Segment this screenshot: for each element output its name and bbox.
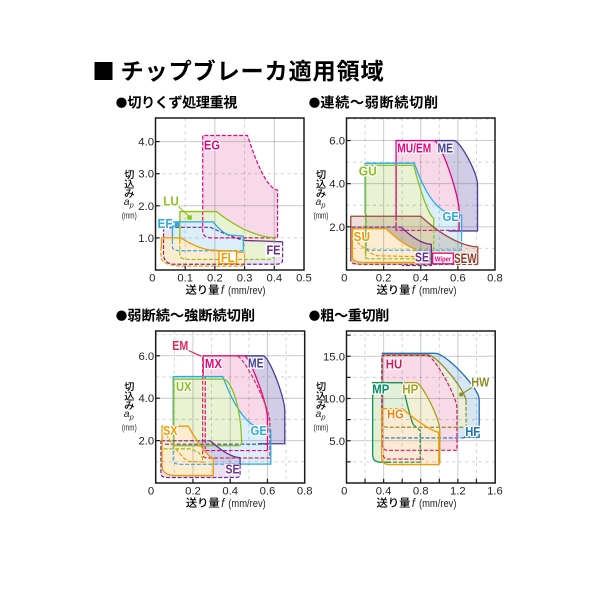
svg-text:ap: ap: [315, 196, 325, 210]
svg-text:MP: MP: [372, 382, 389, 397]
svg-text:ME: ME: [438, 141, 454, 156]
svg-text:0: 0: [149, 273, 155, 285]
svg-text:0: 0: [341, 273, 347, 285]
svg-text:Wiper: Wiper: [435, 254, 452, 263]
svg-text:EG: EG: [204, 138, 220, 153]
svg-text:SEW: SEW: [454, 251, 477, 266]
svg-text:0.2: 0.2: [376, 273, 392, 285]
svg-text:0.4: 0.4: [376, 486, 392, 498]
svg-text:6.0: 6.0: [138, 351, 154, 363]
svg-text:f: f: [221, 498, 226, 510]
svg-text:15.0: 15.0: [323, 351, 345, 363]
svg-text:4.0: 4.0: [329, 179, 345, 191]
svg-text:(mm/rev): (mm/rev): [419, 498, 457, 510]
svg-text:f: f: [412, 285, 417, 297]
svg-text:SE: SE: [226, 462, 240, 477]
svg-text:3.0: 3.0: [138, 169, 154, 181]
svg-text:UX: UX: [176, 379, 192, 394]
svg-text:0: 0: [148, 486, 154, 498]
svg-text:2.0: 2.0: [329, 222, 345, 234]
svg-text:(mm/rev): (mm/rev): [419, 285, 457, 297]
svg-text:HW: HW: [471, 375, 490, 390]
svg-text:HF: HF: [465, 424, 480, 439]
svg-text:f: f: [221, 285, 226, 297]
svg-text:f: f: [412, 498, 417, 510]
svg-text:GE: GE: [443, 209, 460, 224]
svg-text:2.0: 2.0: [138, 436, 154, 448]
svg-text:0.6: 0.6: [450, 273, 466, 285]
svg-text:(mm/rev): (mm/rev): [228, 285, 266, 297]
svg-text:0.6: 0.6: [260, 486, 276, 498]
svg-text:SE: SE: [415, 249, 429, 264]
svg-text:(mm): (mm): [314, 211, 329, 221]
svg-text:4.0: 4.0: [138, 393, 154, 405]
svg-text:0.2: 0.2: [207, 273, 223, 285]
svg-text:ap: ap: [315, 408, 325, 422]
svg-text:ME: ME: [248, 355, 264, 370]
svg-text:0.2: 0.2: [185, 486, 201, 498]
svg-text:1.2: 1.2: [450, 486, 466, 498]
svg-text:0.8: 0.8: [297, 486, 313, 498]
svg-text:5.0: 5.0: [329, 436, 345, 448]
svg-text:0.1: 0.1: [177, 273, 193, 285]
svg-text:0.8: 0.8: [413, 486, 429, 498]
svg-text:0.4: 0.4: [222, 486, 238, 498]
svg-text:FL: FL: [221, 250, 235, 265]
svg-text:LU: LU: [163, 194, 179, 209]
svg-text:0.4: 0.4: [413, 273, 429, 285]
svg-text:(mm): (mm): [314, 423, 329, 433]
svg-text:0.5: 0.5: [296, 273, 312, 285]
svg-text:4.0: 4.0: [138, 137, 154, 149]
svg-text:0.8: 0.8: [487, 273, 503, 285]
svg-text:ap: ap: [124, 196, 134, 210]
svg-text:HG: HG: [387, 407, 404, 422]
svg-text:MX: MX: [205, 356, 222, 371]
svg-text:EM: EM: [172, 338, 188, 353]
svg-text:2.0: 2.0: [138, 201, 154, 213]
svg-text:10.0: 10.0: [323, 394, 345, 406]
svg-text:(mm): (mm): [122, 211, 137, 221]
svg-text:ap: ap: [124, 408, 134, 422]
svg-text:0: 0: [341, 486, 347, 498]
svg-text:GU: GU: [359, 164, 377, 179]
svg-text:HP: HP: [402, 382, 418, 397]
svg-text:1.0: 1.0: [138, 233, 154, 245]
svg-text:1.6: 1.6: [487, 486, 503, 498]
svg-text:6.0: 6.0: [329, 136, 345, 148]
svg-text:0.4: 0.4: [266, 273, 282, 285]
svg-text:EF: EF: [158, 216, 173, 231]
svg-text:MU/EM: MU/EM: [397, 141, 431, 156]
svg-text:FE: FE: [267, 243, 281, 258]
svg-text:SU: SU: [354, 229, 371, 244]
svg-text:(mm/rev): (mm/rev): [228, 498, 265, 510]
svg-text:0.3: 0.3: [237, 273, 253, 285]
svg-text:SX: SX: [163, 423, 178, 438]
svg-text:(mm): (mm): [122, 423, 137, 433]
svg-text:HU: HU: [386, 356, 403, 371]
svg-text:GE: GE: [251, 423, 268, 438]
